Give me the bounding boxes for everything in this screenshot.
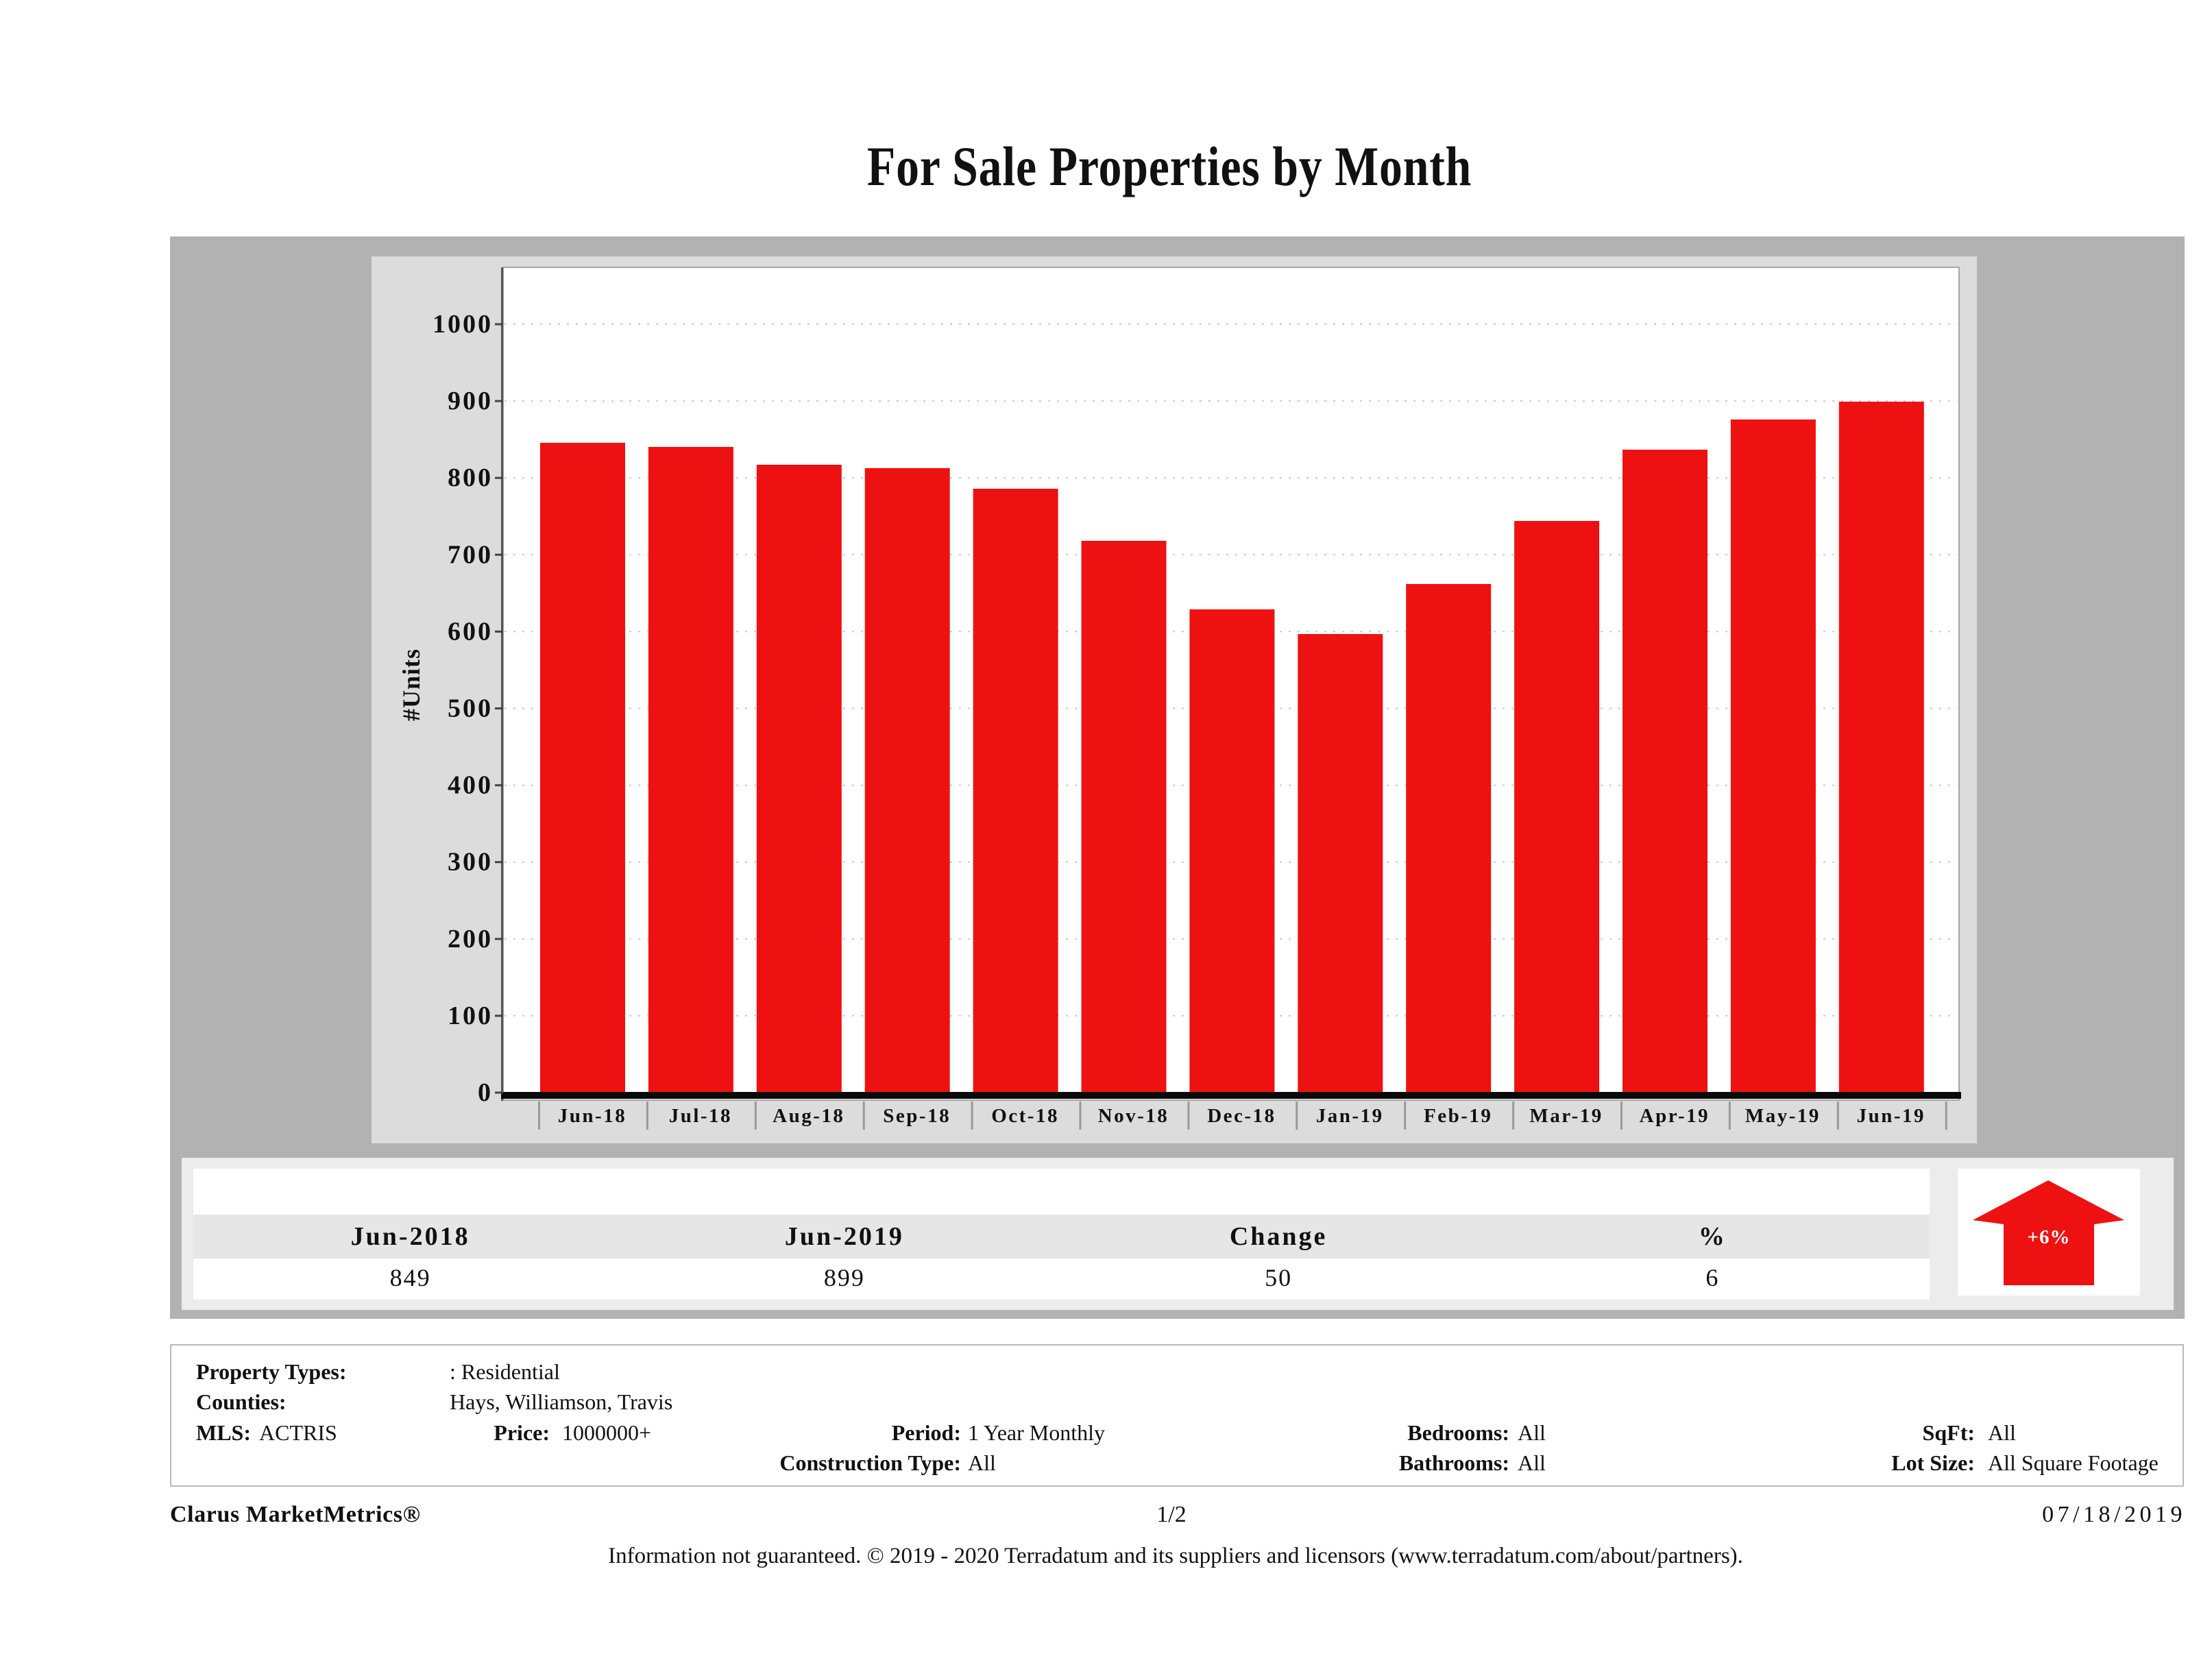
svg-text:100: 100 (448, 1001, 493, 1030)
svg-text:Jun-18: Jun-18 (558, 1105, 627, 1127)
svg-text:Feb-19: Feb-19 (1424, 1105, 1492, 1127)
svg-text:Sep-18: Sep-18 (883, 1105, 951, 1127)
svg-text:600: 600 (448, 617, 493, 646)
svg-text:900: 900 (448, 387, 493, 415)
svg-text:+6%: +6% (2027, 1226, 2070, 1248)
svg-text:1000: 1000 (433, 310, 493, 339)
svg-text:Jan-19: Jan-19 (1316, 1105, 1384, 1127)
svg-text:Apr-19: Apr-19 (1640, 1105, 1710, 1127)
svg-text:700: 700 (448, 540, 493, 569)
svg-text:300: 300 (448, 848, 493, 877)
svg-text:Nov-18: Nov-18 (1098, 1105, 1169, 1127)
svg-text:800: 800 (448, 463, 493, 492)
svg-text:Dec-18: Dec-18 (1207, 1105, 1276, 1127)
svg-text:200: 200 (448, 925, 493, 953)
svg-text:Jun-19: Jun-19 (1857, 1105, 1925, 1127)
svg-text:0: 0 (478, 1078, 493, 1107)
svg-text:Mar-19: Mar-19 (1529, 1105, 1603, 1127)
svg-text:Aug-18: Aug-18 (773, 1105, 844, 1127)
svg-text:#Units: #Units (398, 648, 425, 721)
svg-text:May-19: May-19 (1745, 1105, 1821, 1127)
svg-text:500: 500 (448, 694, 493, 723)
svg-text:400: 400 (448, 771, 493, 800)
svg-text:Jul-18: Jul-18 (669, 1105, 732, 1127)
svg-text:Oct-18: Oct-18 (991, 1105, 1059, 1127)
